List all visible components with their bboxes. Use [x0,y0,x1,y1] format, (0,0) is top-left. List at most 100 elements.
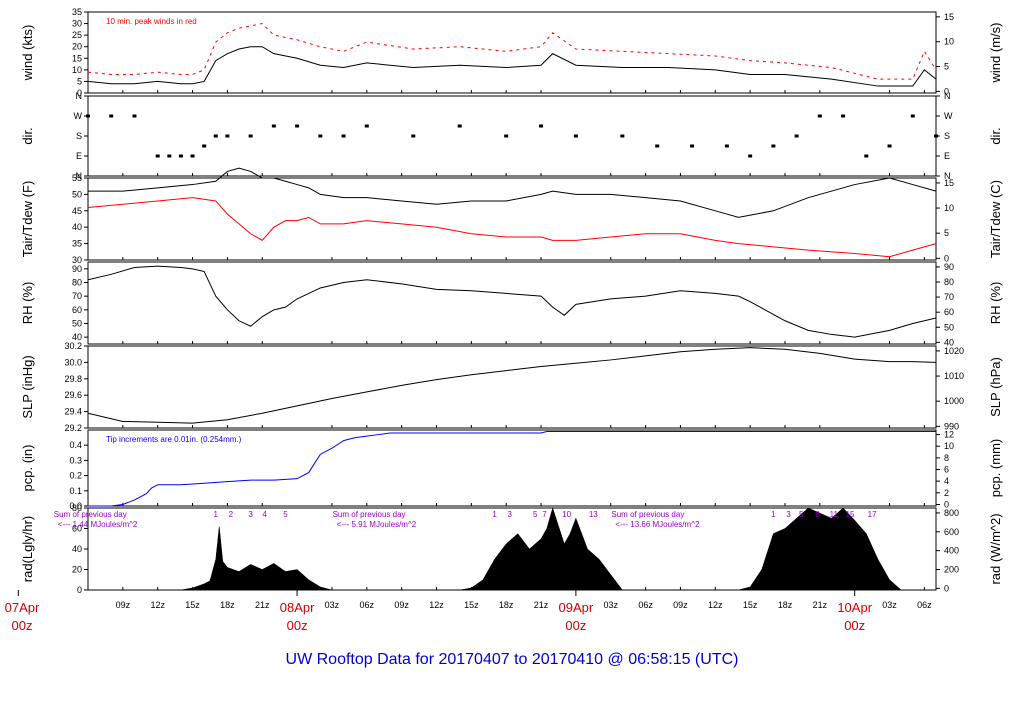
y-tick-label-left: 15 [72,53,82,63]
y-axis-label-right: dir. [988,127,1003,144]
y-tick-label-right: 1000 [944,396,964,406]
y-tick-label-left: 0 [77,88,82,98]
x-tick-label: 18z [220,600,235,610]
y-axis-label-left: RH (%) [20,282,35,325]
y-tick-label-left: 29.4 [64,407,82,417]
panel-rh: 40 50 60 70 80 90 40 50 60 70 80 90 RH (%) RH (%) [20,261,1003,347]
dir-point [864,154,869,158]
dir-point [109,114,114,118]
day-label-top: 10Apr [837,600,872,615]
x-tick-label: 06z [638,600,653,610]
y-tick-label-right: 600 [944,527,959,537]
y-tick-label-right: 12 [944,430,954,440]
y-tick-label-right: 0 [944,499,949,509]
dir-point [504,134,509,138]
dir-point [213,134,218,138]
y-tick-label-left: E [76,151,82,161]
time-axis: 09z 12z 15z 18z 21z 03z 06z 09z 12z 15z 18z 21z 03z 0… [5,590,932,633]
dir-point [202,144,207,148]
dir-point [364,124,369,128]
hour-mark: 3 [248,510,253,519]
y-tick-label-left: 0.1 [69,486,82,496]
panel-frame [87,429,937,507]
y-tick-label-right: E [944,151,950,161]
x-tick-label: 12z [150,600,165,610]
dir-point [748,154,753,158]
dir-point [817,114,822,118]
x-tick-label: 15z [743,600,758,610]
hour-mark: 1 [492,510,497,519]
y-tick-label-right: N [944,171,951,181]
x-tick-label: 09z [116,600,131,610]
y-axis-label-right: Tair/Tdew (C) [988,180,1003,258]
y-tick-label-left: 40 [72,222,82,232]
y-tick-label-right: 90 [944,262,954,272]
panel-frame [87,177,937,261]
y-tick-label-left: 30.2 [64,341,82,351]
y-tick-label-left: 29.6 [64,390,82,400]
panel-temperature: 30 35 40 45 50 55 0 5 10 15 Tair/Tdew (F) Tair/Tdew… [20,167,1003,265]
series-line-1 [87,197,937,258]
dir-point [178,154,183,158]
y-tick-label-left: 0.2 [69,471,82,481]
dir-point [86,114,90,118]
y-tick-label-left: N [76,91,83,101]
hour-mark: 3 [507,510,512,519]
chart-title: UW Rooftop Data for 20170407 to 20170410… [286,651,739,668]
dir-point [887,144,892,148]
y-tick-label-right: 2 [944,488,949,498]
x-tick-label: 15z [185,600,200,610]
hour-mark: 17 [868,510,877,519]
radiation-sum-title: Sum of previous day [333,510,406,519]
y-tick-label-left: 35 [72,7,82,17]
x-tick-label: 03z [325,600,340,610]
hour-mark: 5 [533,510,538,519]
dir-point [411,134,416,138]
y-tick-label-left: 40 [72,544,82,554]
x-tick-label: 03z [882,600,897,610]
y-tick-label-left: 60 [72,305,82,315]
y-tick-label-left: 0 [77,585,82,595]
y-tick-label-right: 0 [944,583,949,593]
y-tick-label-right: 10 [944,37,954,47]
panel-annotation: Tip increments are 0.01in. (0.254mm.) [106,435,242,444]
x-tick-label: 21z [255,600,270,610]
x-tick-label: 12z [429,600,444,610]
panel-slp: 29.2 29.4 29.6 29.8 30.0 30.2 990 1000 1010 1020 S… [20,341,1003,433]
panel-annotation: 10 min. peak winds in red [106,17,197,26]
y-axis-label-right: SLP (hPa) [988,357,1003,417]
series-line-0 [88,167,937,218]
hour-mark: 1 [771,510,776,519]
y-tick-label-right: S [944,131,950,141]
dir-point [341,134,346,138]
y-tick-label-left: 0.0 [69,501,82,511]
y-tick-label-left: 90 [72,264,82,274]
dir-point [457,124,462,128]
y-tick-label-left: 30.0 [64,357,82,367]
radiation-sum-title: Sum of previous day [611,510,684,519]
day-label-top: 09Apr [559,600,594,615]
hour-mark: 2 [229,510,234,519]
y-tick-label-left: 30 [72,19,82,29]
dir-point [225,134,230,138]
day-label-top: 08Apr [280,600,315,615]
y-tick-label-right: 990 [944,421,959,431]
dir-point [167,154,172,158]
dir-point [771,144,776,148]
hour-mark: 5 [283,510,288,519]
y-axis-label-right: wind (m/s) [988,23,1003,84]
y-tick-label-left: 80 [72,278,82,288]
day-label-bottom: 00z [565,618,586,633]
y-tick-label-left: W [74,111,83,121]
y-axis-label-right: RH (%) [988,282,1003,325]
x-tick-label: 21z [534,600,549,610]
x-tick-label: 15z [464,600,479,610]
day-label-bottom: 00z [287,618,308,633]
radiation-sum-value: <--- 5.91 MJoules/m^2 [337,520,417,529]
dir-point [132,114,137,118]
